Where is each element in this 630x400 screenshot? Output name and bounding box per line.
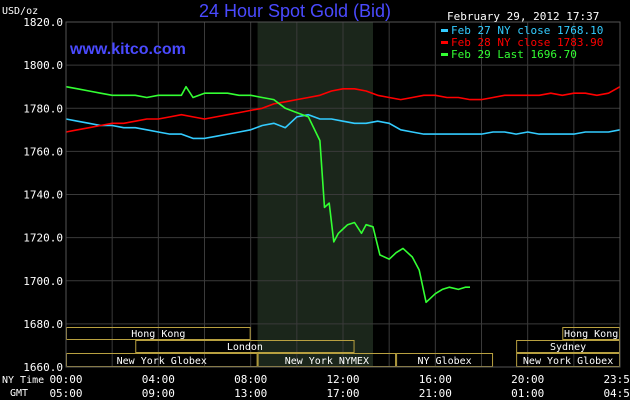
x-tick-label-ny: 16:00 [419, 373, 452, 386]
legend-item-feb28: Feb 28 NY close 1783.90 [441, 36, 603, 49]
legend-item-feb27: Feb 27 NY close 1768.10 [441, 24, 603, 37]
x-tick-label-gmt: 01:00 [511, 387, 544, 400]
y-tick-label: 1760.0 [23, 145, 63, 158]
session-label: Hong Kong [131, 329, 185, 340]
series-line-1 [65, 86, 621, 133]
website-link[interactable]: www.kitco.com [69, 41, 186, 58]
y-tick-label: 1740.0 [23, 189, 63, 202]
legend-label-feb28: Feb 28 NY close 1783.90 [451, 36, 603, 49]
y-tick-label: 1820.0 [23, 16, 63, 29]
legend-swatch-feb27 [441, 29, 448, 32]
session-label: NY Globex [417, 356, 471, 367]
y-tick-label: 1780.0 [23, 102, 63, 115]
y-tick-label: 1660.0 [23, 361, 63, 374]
legend-item-feb29: Feb 29 Last 1696.70 [441, 48, 577, 61]
legend-label-feb29: Feb 29 Last 1696.70 [451, 48, 577, 61]
x-tick-label-ny: 04:00 [142, 373, 175, 386]
legend-swatch-feb28 [441, 41, 448, 44]
legend: Feb 27 NY close 1768.10 Feb 28 NY close … [441, 24, 603, 61]
session-label: New York Globex [523, 356, 613, 367]
plot-border [65, 21, 621, 368]
legend-swatch-feb29 [441, 53, 448, 56]
x-tick-label-gmt: 05:00 [49, 387, 82, 400]
y-tick-label: 1800.0 [23, 59, 63, 72]
y-tick-label: 1680.0 [23, 318, 63, 331]
chart-title: 24 Hour Spot Gold (Bid) [199, 1, 391, 21]
legend-label-feb27: Feb 27 NY close 1768.10 [451, 24, 603, 37]
x-tick-label-ny: 20:00 [511, 373, 544, 386]
x-tick-label-ny: 23:59 [603, 373, 630, 386]
x-tick-label-ny: 00:00 [49, 373, 82, 386]
y-tick-label: 1720.0 [23, 232, 63, 245]
gmt-label: GMT [10, 388, 28, 399]
datetime-label: February 29, 2012 17:37 [447, 10, 599, 23]
session-label: Sydney [550, 342, 586, 353]
x-tick-label-gmt: 09:00 [142, 387, 175, 400]
x-tick-label-gmt: 17:00 [326, 387, 359, 400]
series-line-0 [65, 113, 621, 140]
session-label: New York Globex [117, 356, 207, 367]
series-line-2 [65, 85, 470, 304]
session-label: New York NYMEX [285, 356, 369, 367]
x-tick-label-gmt: 13:00 [234, 387, 267, 400]
ny-time-label: NY Time [2, 375, 44, 386]
y-tick-label: 1700.0 [23, 275, 63, 288]
session-label: Hong Kong [564, 329, 618, 340]
x-tick-label-gmt: 21:00 [419, 387, 452, 400]
x-tick-label-ny: 12:00 [326, 373, 359, 386]
session-label: London [227, 342, 263, 353]
x-tick-label-gmt: 04:59 [603, 387, 630, 400]
unit-label: USD/oz [2, 6, 38, 17]
session-box [135, 340, 355, 353]
x-tick-label-ny: 08:00 [234, 373, 267, 386]
